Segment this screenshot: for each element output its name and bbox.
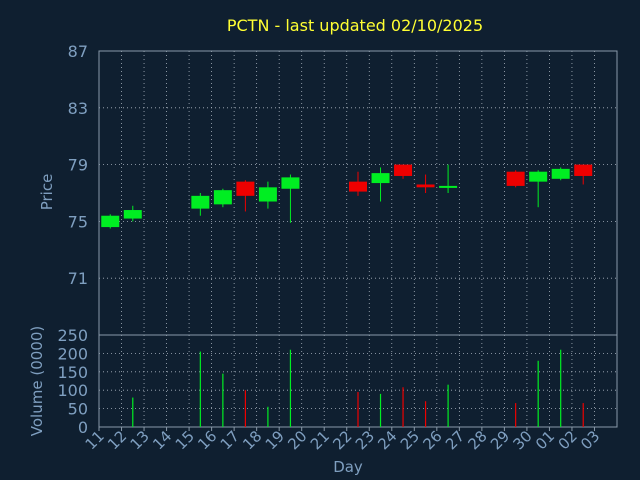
candle-body bbox=[371, 173, 390, 184]
price-tick-label: 79 bbox=[68, 156, 88, 175]
candle-body bbox=[439, 185, 458, 188]
volume-tick-label: 200 bbox=[57, 344, 88, 363]
x-axis: 1112131415161718192021222324252627282930… bbox=[82, 427, 603, 453]
candle-body bbox=[236, 181, 255, 196]
price-tick-label: 71 bbox=[68, 269, 88, 288]
candle-body bbox=[101, 215, 120, 228]
volume-tick-label: 250 bbox=[57, 326, 88, 345]
candle-body bbox=[281, 177, 300, 189]
volume-axis-label: Volume (0000) bbox=[28, 326, 46, 436]
volume-tick-label: 100 bbox=[57, 381, 88, 400]
candle-body bbox=[191, 195, 210, 209]
candle-body bbox=[349, 181, 367, 192]
candle-body bbox=[213, 190, 232, 205]
candle-body bbox=[506, 171, 525, 186]
chart-title: PCTN - last updated 02/10/2025 bbox=[227, 16, 483, 35]
volume-tick-label: 150 bbox=[57, 363, 88, 382]
candle-body bbox=[574, 164, 593, 176]
price-tick-label: 75 bbox=[68, 212, 88, 231]
price-axis-label: Price bbox=[38, 174, 56, 211]
price-tick-label: 83 bbox=[68, 99, 88, 118]
x-axis-label: Day bbox=[333, 458, 363, 476]
candle-body bbox=[394, 164, 413, 176]
price-panel: 71 75 79 83 87 bbox=[68, 42, 618, 427]
volume-tick-label: 0 bbox=[78, 418, 88, 437]
x-tick-label: 03 bbox=[577, 427, 603, 453]
candle-body bbox=[258, 187, 277, 202]
candle-body bbox=[123, 210, 142, 219]
candle-body bbox=[416, 184, 435, 188]
candle-body bbox=[529, 171, 548, 182]
price-tick-label: 87 bbox=[68, 42, 88, 61]
volume-tick-label: 50 bbox=[68, 400, 88, 419]
candle-body bbox=[551, 168, 570, 179]
